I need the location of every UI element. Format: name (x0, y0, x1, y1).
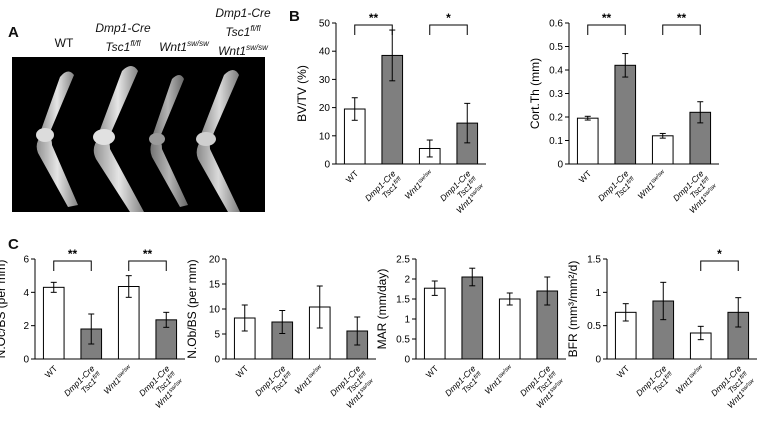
genotype-label-wnt1: Wnt1sw/sw (159, 39, 209, 54)
significance-bracket-0 (53, 260, 92, 271)
significance-bracket-0 (354, 24, 393, 35)
y-tick-label-0: 0 (23, 355, 29, 366)
genotype-label-wt: WT (54, 36, 74, 50)
x-tick-label-0-line-0: WT (615, 363, 631, 379)
y-tick-label-0: 0 (404, 355, 410, 366)
significance-label-1: ** (143, 247, 153, 261)
y-tick-label-2: 1 (404, 315, 410, 326)
y-tick-label-0: 0 (214, 355, 220, 366)
y-tick-label-3: 0.3 (549, 89, 563, 100)
significance-label-1: ** (677, 11, 687, 25)
y-tick-label-1: 0.5 (396, 335, 410, 346)
significance-bracket-1 (662, 24, 701, 35)
y-tick-label-5: 2.5 (396, 255, 410, 266)
y-tick-label-5: 0.5 (549, 42, 563, 53)
significance-bracket-1 (128, 260, 167, 271)
y-tick-label-1: 5 (214, 330, 220, 341)
y-tick-label-0: 0 (557, 160, 563, 171)
y-tick-label-3: 6 (23, 255, 29, 266)
significance-bracket-0 (700, 260, 739, 271)
significance-bracket-0 (587, 24, 626, 35)
xray-image (12, 57, 265, 212)
y-axis-label: BV/TV (%) (295, 65, 309, 122)
panel-c-letter: C (8, 236, 19, 253)
y-tick-label-4: 40 (319, 47, 331, 58)
limb-dmp1-tsc1-wnt1 (196, 70, 240, 212)
y-tick-label-3: 30 (319, 75, 331, 86)
y-axis-label: Cort.Th (mm) (528, 58, 542, 129)
significance-label-1: * (446, 11, 451, 25)
significance-label-0: ** (369, 11, 379, 25)
y-tick-label-0: 0 (595, 355, 601, 366)
y-tick-label-5: 50 (319, 19, 331, 30)
y-tick-label-6: 0.6 (549, 19, 563, 30)
y-tick-label-4: 20 (209, 255, 221, 266)
significance-label-0: ** (68, 247, 78, 261)
x-tick-label-2-line-0: Wnt1sw/sw (674, 363, 707, 396)
genotype-label-dmp1-tsc1-wnt1: Dmp1-Cre Tsc1fl/fl Wnt1sw/sw (215, 6, 271, 58)
x-tick-label-2: Wnt1sw/sw (674, 363, 707, 396)
genotype-label-dmp1-tsc1: Dmp1-Cre Tsc1fl/fl (95, 21, 151, 54)
y-tick-label-4: 0.4 (549, 66, 563, 77)
y-tick-label-3: 1.5 (587, 255, 601, 266)
y-axis-label: MAR (mm/day) (375, 269, 389, 350)
y-tick-label-3: 1.5 (396, 295, 410, 306)
panel-b-letter: B (289, 8, 300, 25)
x-tick-label-0: WT (615, 363, 631, 379)
y-tick-label-0: 0 (324, 160, 330, 171)
y-tick-label-2: 4 (23, 288, 29, 299)
y-axis-label: N.Ob/BS (per mm) (185, 259, 199, 358)
y-tick-label-3: 15 (209, 280, 221, 291)
significance-label-0: * (717, 247, 722, 261)
y-tick-label-2: 1 (595, 288, 601, 299)
limb-wnt1 (149, 75, 188, 207)
y-tick-label-1: 0.1 (549, 136, 563, 147)
significance-label-0: ** (602, 11, 612, 25)
y-tick-label-1: 2 (23, 321, 29, 332)
limb-wt (36, 71, 78, 207)
limb-dmp1-tsc1 (93, 66, 144, 212)
y-tick-label-2: 0.2 (549, 113, 563, 124)
y-tick-label-2: 10 (209, 305, 221, 316)
y-tick-label-1: 10 (319, 131, 331, 142)
y-tick-label-4: 2 (404, 275, 410, 286)
y-axis-label: N.Oc/BS (per mm) (0, 260, 8, 359)
y-tick-label-1: 0.5 (587, 321, 601, 332)
y-tick-label-2: 20 (319, 103, 331, 114)
y-axis-label: BFR (mm³/mm²/d) (566, 261, 580, 358)
xray-limbs-graphic (36, 66, 240, 212)
panel-a-letter: A (8, 24, 19, 41)
significance-bracket-1 (429, 24, 468, 35)
